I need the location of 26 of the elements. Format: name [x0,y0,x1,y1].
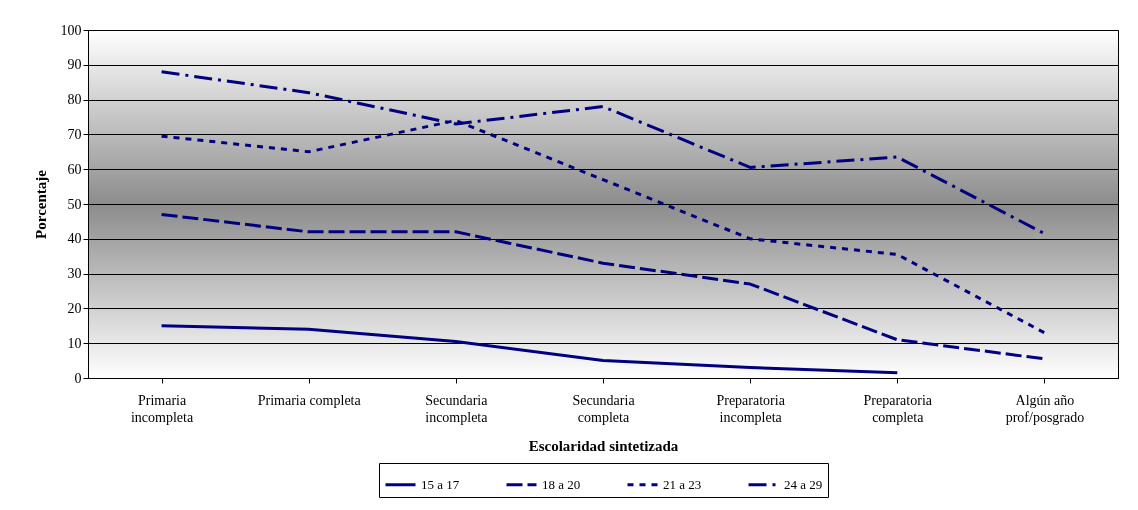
y-tick-label: 90 [67,57,82,73]
legend-label: 15 a 17 [421,476,460,492]
legend-label: 21 a 23 [663,476,702,492]
x-tick-label: Primaria incompleta [130,392,194,425]
y-tick-label: 100 [60,22,82,38]
line-series [160,212,1046,361]
x-tick-label: Preparatoria incompleta [716,392,786,425]
x-axis-title: Escolaridad sintetizada [528,437,679,454]
y-tick-label: 30 [67,266,82,282]
x-tick-label: Preparatoria completa [863,392,933,425]
y-tick-label: 20 [67,300,82,316]
legend-label: 24 a 29 [784,476,823,492]
y-tick-label: 50 [67,196,82,212]
x-tick-label: Algún año prof/posgrado [1005,392,1085,425]
y-tick-label: 70 [67,126,82,142]
x-tick-label: Secundaria completa [572,392,636,425]
legend-label: 18 a 20 [542,476,581,492]
y-tick-label: 0 [74,370,82,386]
y-tick-label: 10 [67,335,82,351]
x-tick-label: Primaria completa [257,392,362,408]
y-tick-label: 80 [67,92,82,108]
x-tick-label: Secundaria incompleta [425,392,489,425]
line-series [160,324,899,375]
y-axis-title: Porcentaje [32,169,49,239]
y-tick-label: 60 [67,161,82,177]
y-tick-label: 40 [67,231,82,247]
